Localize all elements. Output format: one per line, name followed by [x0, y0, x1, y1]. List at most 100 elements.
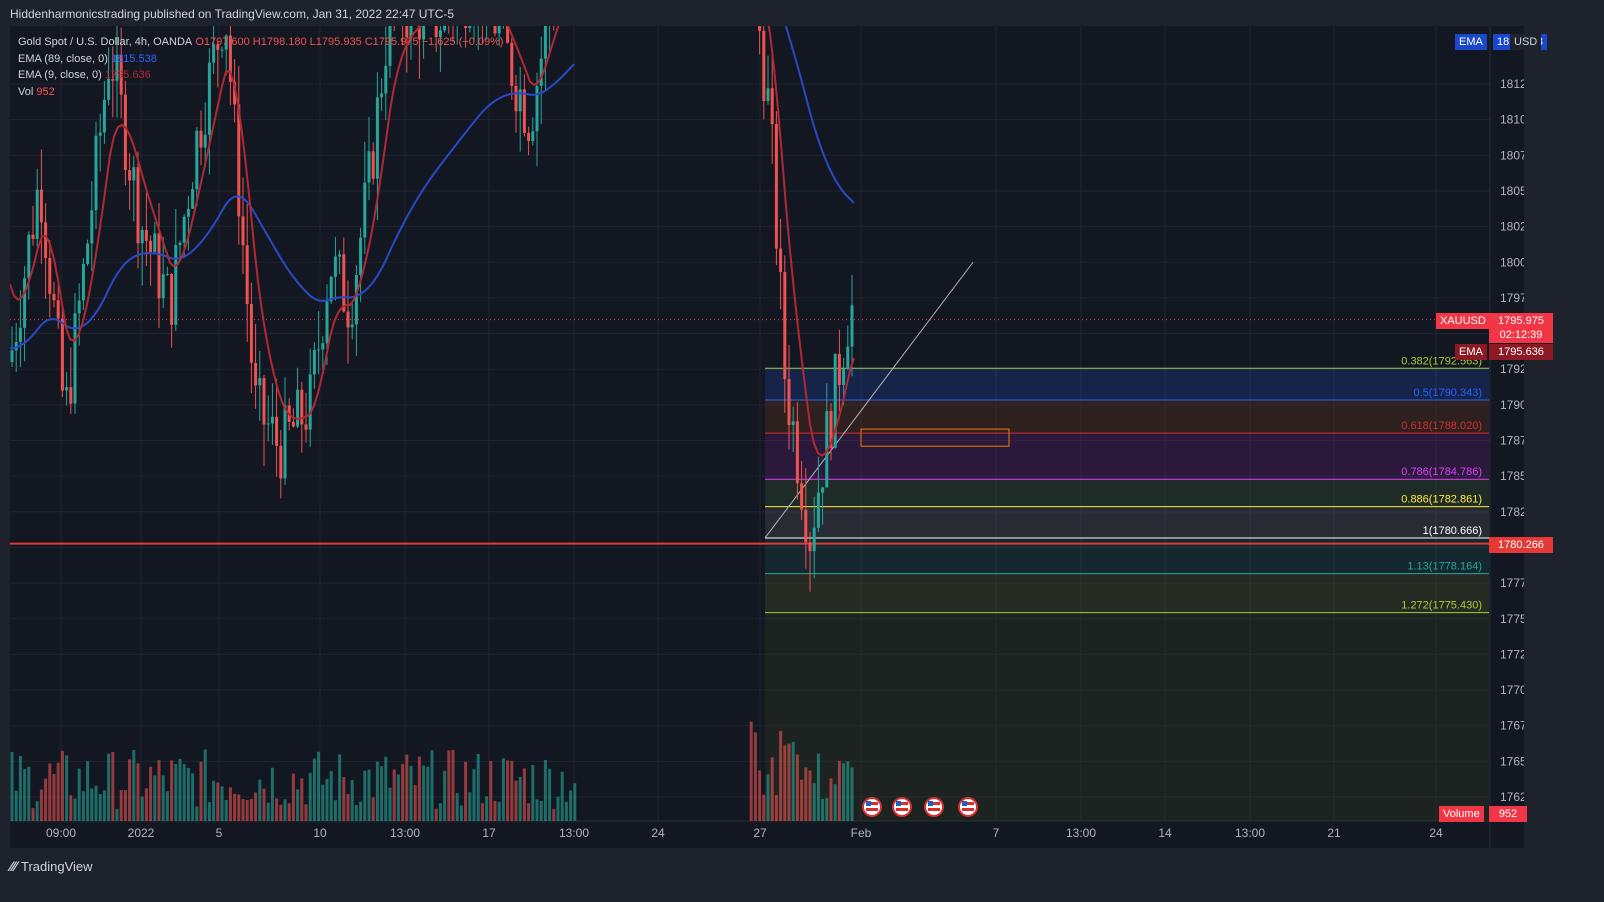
volume-bar [779, 730, 783, 821]
volume-bar [787, 743, 791, 821]
volume-bar [749, 721, 753, 821]
volume-bar [132, 749, 136, 821]
legend-symbol[interactable]: Gold Spot / U.S. Dollar, 4h, OANDA [18, 36, 193, 48]
candle-body [300, 389, 304, 425]
candle-body [69, 387, 73, 404]
candle-body [539, 58, 543, 86]
tradingview-logo[interactable]: ⁄⁄⁄ TradingView [10, 858, 93, 874]
volume-bar [165, 791, 169, 821]
volume-bar [102, 790, 106, 821]
candle-body [224, 35, 228, 50]
volume-bar [10, 752, 14, 821]
candle-body [321, 343, 325, 350]
volume-bar [283, 799, 287, 821]
volume-bar [548, 768, 552, 821]
volume-bar [65, 755, 69, 821]
us-flag-event-icon[interactable] [862, 797, 882, 817]
candle-body [443, 26, 447, 31]
legend-vol-label[interactable]: Vol [18, 85, 34, 98]
volume-bar [375, 761, 379, 821]
volume-bar [44, 778, 48, 821]
candle-body [52, 293, 56, 301]
volume-bar [350, 780, 354, 821]
candle-body [220, 49, 224, 51]
volume-bar [560, 771, 564, 821]
bar-countdown: 02:12:39 [1499, 329, 1543, 341]
volume-bar [518, 776, 522, 821]
legend-vol-value: 952 [36, 85, 55, 98]
chart-pane[interactable]: 1812.500 1810.000 1807.500 1805.000 1802.500… [10, 26, 1524, 848]
volume-bar [346, 794, 350, 821]
time-axis-tick: 13:00 [559, 826, 589, 840]
legend-ohlc: O1797.600 H1798.180 L1795.935 C1795.975 … [195, 36, 504, 48]
candle-body [18, 327, 22, 343]
volume-bar [182, 764, 186, 821]
volume-bar [543, 760, 547, 821]
publish-header: Hiddenharmonicstrading published on Trad… [0, 0, 1604, 26]
candle-body [296, 389, 300, 427]
currency-label[interactable]: USD [1510, 34, 1542, 50]
candle-body [774, 124, 778, 249]
volume-bar [430, 750, 434, 821]
candle-body [128, 170, 132, 181]
time-axis-tick: 09:00 [46, 826, 76, 840]
us-flag-event-icon[interactable] [958, 797, 978, 817]
fib-zone [765, 433, 1489, 480]
candle-body [518, 89, 522, 112]
candle-body [98, 132, 102, 136]
candle-body [375, 97, 379, 179]
volume-bar [409, 765, 413, 821]
legend-ema9-label[interactable]: EMA (9, close, 0) [18, 69, 102, 81]
candle-body [119, 54, 123, 95]
volume-bar [170, 760, 174, 821]
candle-body [199, 130, 203, 148]
candle-body [77, 300, 81, 314]
price-axis-tick: 1790.000 [1500, 398, 1524, 412]
time-axis-tick: 24 [1429, 826, 1443, 840]
volume-bar [296, 789, 300, 821]
volume-bar [455, 793, 459, 821]
volume-bar [31, 808, 35, 821]
us-flag-event-icon[interactable] [924, 797, 944, 817]
price-axis-tick: 1767.500 [1500, 719, 1524, 733]
volume-bar [329, 771, 333, 821]
fib-zone [765, 399, 1489, 434]
us-flag-event-icon[interactable] [892, 797, 912, 817]
volume-bar [178, 758, 182, 821]
volume-bar [380, 766, 384, 821]
candle-body [132, 167, 136, 181]
time-axis-tick: 10 [313, 826, 327, 840]
volume-bar [220, 786, 224, 821]
candle-body [90, 210, 94, 244]
volume-bar [770, 757, 774, 821]
candle-body [144, 229, 148, 241]
price-axis-tick: 1765.000 [1500, 754, 1524, 768]
tradingview-wordmark: TradingView [21, 858, 93, 874]
candle-body [312, 349, 316, 375]
candle-body [245, 245, 249, 305]
price-axis-bg [1490, 26, 1524, 848]
tradingview-logo-icon: ⁄⁄⁄ [10, 858, 18, 874]
volume-bar [556, 796, 560, 821]
candle-body [325, 301, 329, 344]
candle-body [161, 274, 165, 299]
volume-bar [233, 793, 237, 821]
candle-body [291, 421, 295, 427]
chart-canvas[interactable]: 1812.500 1810.000 1807.500 1805.000 1802.500… [10, 26, 1524, 848]
volume-bar [300, 778, 304, 821]
volume-bar [795, 754, 799, 821]
volume-bar [459, 805, 463, 821]
legend-ema89-label[interactable]: EMA (89, close, 0) [18, 52, 108, 65]
candle-body [308, 374, 312, 430]
price-axis-tick: 1787.500 [1500, 434, 1524, 448]
candle-body [140, 229, 144, 244]
price-axis-tick: 1777.500 [1500, 576, 1524, 590]
candle-body [174, 245, 178, 325]
candle-body [149, 240, 153, 252]
candle-body [837, 353, 841, 385]
volume-bar [464, 761, 468, 821]
volume-bar [98, 794, 102, 821]
volume-bar [426, 766, 430, 821]
candle-body [216, 44, 220, 50]
candle-body [346, 311, 350, 328]
